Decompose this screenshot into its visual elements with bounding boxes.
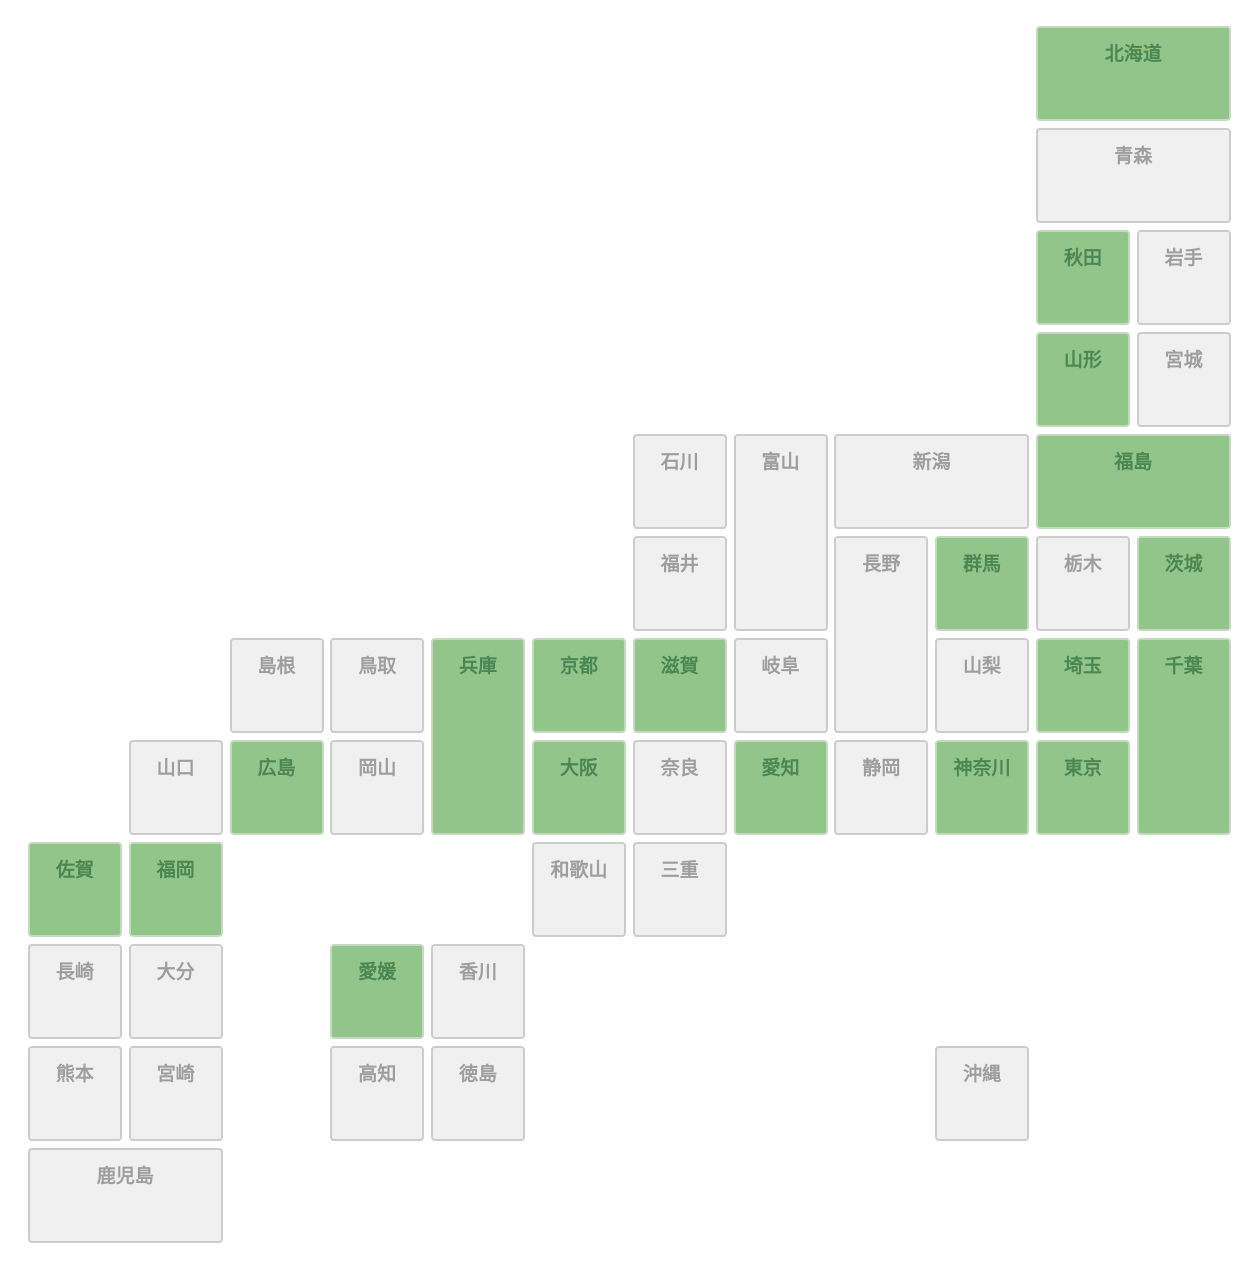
prefecture-tile[interactable]: 山口 [128, 740, 223, 835]
prefecture-tile[interactable]: 岐阜 [733, 638, 828, 733]
prefecture-tile[interactable]: 新潟 [834, 434, 1030, 529]
prefecture-tile[interactable]: 滋賀 [632, 638, 727, 733]
prefecture-tile[interactable]: 高知 [330, 1046, 425, 1141]
prefecture-tile[interactable]: 岩手 [1136, 230, 1231, 325]
prefecture-tile[interactable]: 東京 [1036, 740, 1130, 835]
prefecture-tile[interactable]: 島根 [229, 638, 324, 733]
prefecture-tile[interactable]: 北海道 [1036, 26, 1231, 121]
prefecture-tile[interactable]: 大分 [128, 944, 223, 1039]
prefecture-tile[interactable]: 徳島 [431, 1046, 526, 1141]
prefecture-tile[interactable]: 香川 [431, 944, 526, 1039]
prefecture-tile[interactable]: 山梨 [935, 638, 1030, 733]
prefecture-tile[interactable]: 石川 [632, 434, 727, 529]
prefecture-tile[interactable]: 岡山 [330, 740, 425, 835]
prefecture-tile[interactable]: 群馬 [935, 536, 1030, 631]
prefecture-tile[interactable]: 奈良 [632, 740, 727, 835]
prefecture-tile[interactable]: 富山 [733, 434, 828, 631]
prefecture-tile[interactable]: 愛知 [733, 740, 828, 835]
prefecture-tile[interactable]: 熊本 [28, 1046, 122, 1141]
prefecture-tile[interactable]: 秋田 [1036, 230, 1130, 325]
prefecture-tile[interactable]: 沖縄 [935, 1046, 1030, 1141]
prefecture-tile[interactable]: 栃木 [1036, 536, 1130, 631]
prefecture-tile[interactable]: 千葉 [1136, 638, 1231, 835]
prefecture-tile[interactable]: 鹿児島 [28, 1148, 223, 1243]
prefecture-tile[interactable]: 山形 [1036, 332, 1130, 427]
prefecture-tile[interactable]: 大阪 [532, 740, 626, 835]
prefecture-tile[interactable]: 京都 [532, 638, 626, 733]
prefecture-tile[interactable]: 鳥取 [330, 638, 425, 733]
prefecture-tile[interactable]: 青森 [1036, 128, 1231, 223]
prefecture-tile[interactable]: 宮崎 [128, 1046, 223, 1141]
prefecture-tile[interactable]: 三重 [632, 842, 727, 937]
prefecture-tile[interactable]: 佐賀 [28, 842, 122, 937]
prefecture-tile[interactable]: 福井 [632, 536, 727, 631]
prefecture-tile[interactable]: 神奈川 [935, 740, 1030, 835]
prefecture-tile[interactable]: 和歌山 [532, 842, 626, 937]
prefecture-tile[interactable]: 静岡 [834, 740, 929, 835]
prefecture-tile[interactable]: 埼玉 [1036, 638, 1130, 733]
prefecture-tile[interactable]: 広島 [229, 740, 324, 835]
prefecture-tile[interactable]: 茨城 [1136, 536, 1231, 631]
prefecture-tile[interactable]: 福岡 [128, 842, 223, 937]
prefecture-tile[interactable]: 長崎 [28, 944, 122, 1039]
prefecture-tile[interactable]: 長野 [834, 536, 929, 733]
prefecture-tile[interactable]: 愛媛 [330, 944, 425, 1039]
prefecture-tile[interactable]: 福島 [1036, 434, 1231, 529]
prefecture-tile[interactable]: 宮城 [1136, 332, 1231, 427]
prefecture-tile[interactable]: 兵庫 [431, 638, 526, 835]
